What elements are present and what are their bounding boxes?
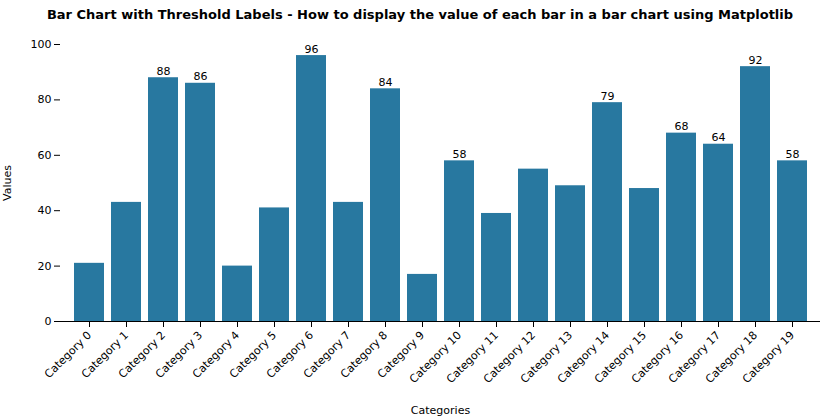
svg-text:Category 12: Category 12 bbox=[481, 328, 539, 386]
svg-text:Category 4: Category 4 bbox=[190, 328, 243, 381]
html-text:Bar Chart with Threshold Label: Bar Chart with Threshold Labels - How to… bbox=[46, 7, 794, 22]
svg-text:Category 13: Category 13 bbox=[518, 328, 576, 386]
svg-text:0: 0 bbox=[45, 315, 52, 328]
svg-text:64: 64 bbox=[712, 131, 726, 144]
svg-text:58: 58 bbox=[453, 148, 467, 161]
svg-text:100: 100 bbox=[31, 38, 52, 51]
svg-text:Category 17: Category 17 bbox=[666, 328, 724, 386]
svg-text:Category 14: Category 14 bbox=[555, 328, 613, 386]
svg-text:Category 1: Category 1 bbox=[79, 328, 132, 381]
svg-text:Category 15: Category 15 bbox=[592, 328, 650, 386]
svg-text:60: 60 bbox=[38, 149, 52, 162]
svg-text:Category 2: Category 2 bbox=[116, 328, 169, 381]
svg-text:80: 80 bbox=[38, 93, 52, 106]
svg-text:40: 40 bbox=[38, 204, 52, 217]
svg-text:Category 5: Category 5 bbox=[227, 328, 280, 381]
svg-text:Category 10: Category 10 bbox=[407, 328, 465, 386]
svg-text:Category 0: Category 0 bbox=[42, 328, 95, 381]
svg-text:Category 16: Category 16 bbox=[629, 328, 687, 386]
svg-text:20: 20 bbox=[38, 260, 52, 273]
svg-text:Categories: Categories bbox=[411, 404, 471, 417]
svg-text:Category 18: Category 18 bbox=[703, 328, 761, 386]
svg-text:86: 86 bbox=[194, 70, 208, 83]
svg-text:Category 19: Category 19 bbox=[740, 329, 797, 386]
svg-text:Category 6: Category 6 bbox=[264, 328, 317, 381]
svg-text:68: 68 bbox=[675, 120, 689, 133]
svg-text:88: 88 bbox=[157, 65, 171, 78]
svg-text:Category 3: Category 3 bbox=[153, 328, 206, 381]
svg-text:Category 7: Category 7 bbox=[301, 328, 354, 381]
svg-text:96: 96 bbox=[305, 43, 319, 56]
svg-text:84: 84 bbox=[379, 76, 393, 89]
svg-text:58: 58 bbox=[786, 148, 800, 161]
svg-text:Category 9: Category 9 bbox=[375, 328, 428, 381]
svg-text:Category 11: Category 11 bbox=[444, 328, 502, 386]
svg-text:Values: Values bbox=[1, 165, 14, 201]
svg-text:79: 79 bbox=[601, 90, 615, 103]
svg-text:Category 8: Category 8 bbox=[338, 328, 391, 381]
svg-text:92: 92 bbox=[749, 54, 763, 67]
